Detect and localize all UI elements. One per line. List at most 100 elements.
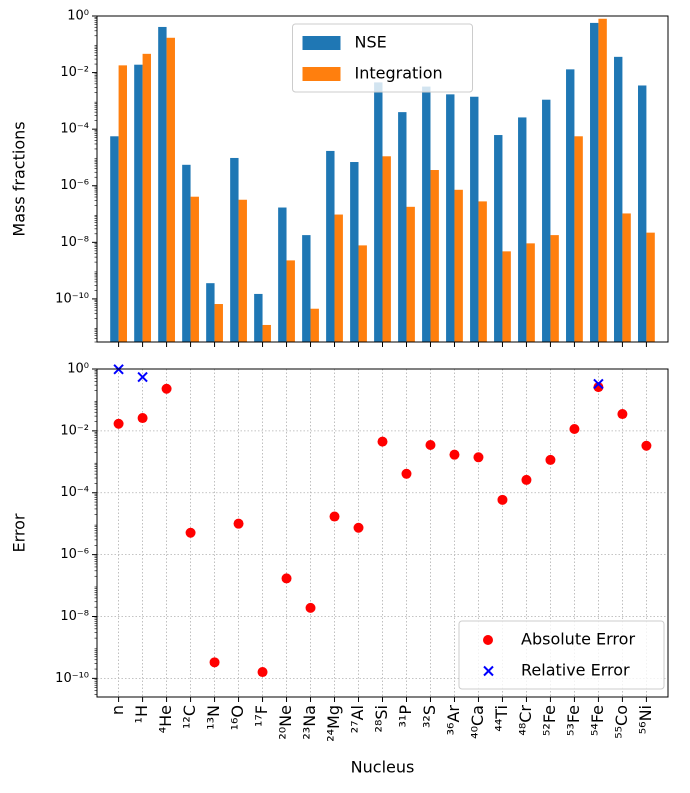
marker-dot (209, 657, 220, 668)
marker-dot (161, 383, 172, 394)
bar (118, 65, 127, 342)
marker-dot (257, 667, 268, 678)
bar (494, 135, 503, 342)
bar (158, 26, 167, 342)
x-tick-label: ¹H (132, 705, 151, 723)
marker-dot (113, 418, 124, 429)
x-tick-label: n (108, 705, 127, 715)
legend-swatch (302, 67, 341, 81)
bar (598, 18, 607, 342)
legend-swatch (302, 36, 341, 50)
bar (454, 189, 463, 342)
x-axis-label: Nucleus (351, 758, 415, 777)
bar (566, 69, 575, 342)
y-tick-label: 10⁻⁸ (60, 235, 89, 250)
x-tick-label: ²⁰Ne (276, 705, 295, 740)
x-tick-label: ⁴He (156, 705, 175, 733)
marker-dot (641, 440, 652, 451)
marker-dot (281, 573, 292, 584)
bar (326, 150, 335, 342)
bar (622, 213, 631, 342)
x-tick-label: ⁵⁵Co (612, 705, 631, 739)
x-tick-label: ⁵²Fe (540, 705, 559, 736)
bar (214, 304, 223, 342)
marker-dot (305, 602, 316, 613)
bar (254, 293, 263, 342)
y-tick-label: 10⁻² (60, 65, 89, 80)
x-tick-label: ²⁴Mg (324, 705, 343, 742)
bar (358, 245, 367, 342)
bar (334, 214, 343, 342)
x-tick-label: ¹⁶O (228, 705, 247, 730)
legend-swatch (483, 665, 494, 677)
marker-dot (329, 511, 340, 522)
bar (382, 156, 391, 342)
x-tick-label: ³²S (420, 705, 439, 728)
y-tick-label: 10⁻⁴ (60, 122, 89, 137)
y-tick-label: 10⁻¹⁰ (55, 671, 89, 686)
x-tick-label: ⁵³Fe (564, 705, 583, 736)
marker-dot (545, 454, 556, 465)
x-tick-label: ⁴⁴Ti (492, 705, 511, 732)
bar (110, 136, 119, 342)
x-tick-label: ⁵⁴Fe (588, 705, 607, 736)
marker-dot (377, 436, 388, 447)
y-tick-label: 10⁻⁴ (60, 485, 89, 500)
bar (478, 201, 487, 342)
bar (206, 283, 215, 342)
y-tick-label: 10⁻⁸ (60, 609, 89, 624)
x-tick-label: ¹⁷F (252, 705, 271, 727)
bar (422, 86, 431, 342)
bar (310, 308, 319, 342)
bar (166, 37, 175, 342)
plot-area (113, 364, 652, 678)
bar (182, 164, 191, 342)
bar (406, 206, 415, 342)
bar (398, 112, 407, 342)
marker-dot (497, 494, 508, 505)
x-tick-label: ³⁶Ar (444, 705, 463, 736)
y-tick-label: 10⁻⁶ (60, 178, 89, 193)
bar (590, 22, 599, 342)
x-tick-label: ²³Na (300, 705, 319, 740)
marker-dot (233, 518, 244, 529)
marker-dot (617, 409, 628, 420)
bar (350, 162, 359, 342)
bar (638, 85, 647, 342)
bar (518, 117, 527, 342)
bar (286, 260, 295, 342)
marker-dot (473, 452, 484, 463)
bar (470, 96, 479, 342)
marker-dot (425, 439, 436, 450)
bar (190, 196, 199, 342)
bar (542, 99, 551, 342)
bar (142, 53, 151, 342)
marker-dot (401, 468, 412, 479)
marker-dot (521, 474, 532, 485)
x-tick-label: ¹³N (204, 705, 223, 730)
y-axis-label: Mass fractions (10, 121, 29, 236)
bar (614, 56, 623, 342)
x-tick-label: ⁴⁸Cr (516, 705, 535, 736)
y-axis-label: Error (10, 513, 29, 552)
axes-frame (96, 368, 669, 698)
bar (238, 199, 247, 342)
plot-area (110, 18, 655, 342)
y-tick-label: 10⁰ (67, 9, 89, 24)
bar (646, 232, 655, 342)
x-tick-label: ³¹P (396, 705, 415, 728)
bar (550, 235, 559, 342)
bar (374, 82, 383, 342)
bar (502, 251, 511, 342)
y-tick-label: 10⁰ (67, 362, 89, 377)
bar (430, 170, 439, 342)
y-tick-label: 10⁻¹⁰ (55, 291, 89, 306)
bar (262, 324, 271, 342)
marker-x (137, 371, 148, 383)
legend-swatch (483, 635, 493, 645)
bar (134, 64, 143, 342)
legend-label: Integration (355, 64, 443, 83)
x-tick-label: ⁵⁶Ni (636, 705, 655, 734)
marker-dot (569, 423, 580, 434)
